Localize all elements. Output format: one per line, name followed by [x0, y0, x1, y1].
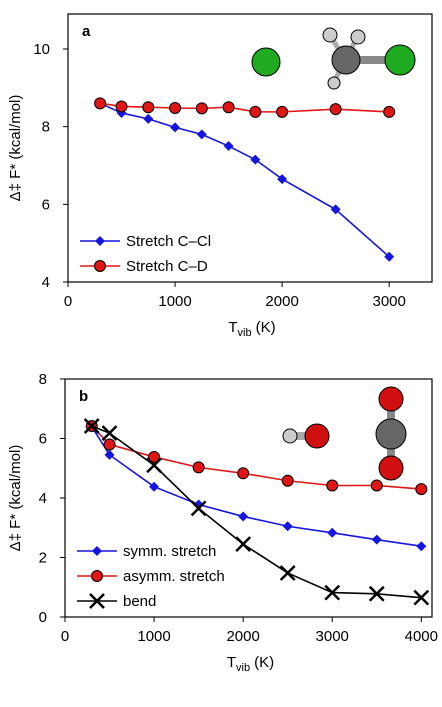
data-point — [416, 484, 427, 495]
data-point — [236, 537, 250, 551]
data-point — [196, 103, 207, 114]
panel-label: b — [79, 388, 88, 405]
data-point — [197, 129, 207, 139]
y-tick-label: 4 — [39, 490, 47, 507]
y-tick-label: 4 — [42, 274, 50, 291]
plot-frame — [65, 379, 432, 617]
data-point — [282, 475, 293, 486]
data-point — [384, 106, 395, 117]
molecule-a — [252, 28, 415, 89]
data-point — [149, 482, 159, 492]
data-point — [250, 106, 261, 117]
data-point — [105, 450, 115, 460]
panel-label: a — [82, 23, 91, 40]
x-label-sub: vib — [236, 662, 250, 674]
data-point — [372, 535, 382, 545]
y-tick-label: 6 — [39, 431, 47, 448]
x-tick-label: 0 — [64, 293, 72, 310]
data-point — [327, 528, 337, 538]
x-axis-label: Tvib (K) — [227, 654, 274, 674]
x-label-main: T — [228, 319, 237, 336]
data-point — [143, 102, 154, 113]
data-point — [223, 102, 234, 113]
y-tick-label: 8 — [42, 119, 50, 136]
plot-frame — [68, 14, 432, 282]
x-axis-label: Tvib (K) — [228, 319, 275, 339]
legend-marker — [95, 261, 106, 272]
data-point — [371, 480, 382, 491]
data-point — [170, 102, 181, 113]
data-point — [104, 439, 115, 450]
data-point — [283, 521, 293, 531]
x-tick-label: 1000 — [137, 628, 170, 645]
series-line — [92, 426, 422, 489]
data-point — [103, 426, 117, 440]
molecule-b — [283, 387, 406, 480]
x-label-unit: (K) — [256, 319, 276, 336]
x-tick-label: 2000 — [226, 628, 259, 645]
y-tick-label: 2 — [39, 550, 47, 567]
data-point — [224, 141, 234, 151]
data-point — [281, 566, 295, 580]
data-point — [116, 101, 127, 112]
legend-label: bend — [123, 593, 156, 610]
x-tick-label: 3000 — [372, 293, 405, 310]
x-tick-label: 0 — [61, 628, 69, 645]
x-label-main: T — [227, 654, 236, 671]
data-point — [277, 106, 288, 117]
legend-label: symm. stretch — [123, 543, 216, 560]
y-tick-label: 6 — [42, 196, 50, 213]
legend-marker — [92, 546, 102, 556]
legend-marker — [92, 571, 103, 582]
legend-marker — [95, 236, 105, 246]
y-tick-label: 8 — [39, 371, 47, 388]
x-tick-label: 3000 — [316, 628, 349, 645]
data-point — [238, 511, 248, 521]
data-point — [170, 122, 180, 132]
data-point — [416, 541, 426, 551]
data-point — [143, 114, 153, 124]
y-tick-label: 10 — [33, 41, 50, 58]
data-point — [330, 104, 341, 115]
data-point — [238, 468, 249, 479]
legend-label: Stretch C–Cl — [126, 233, 211, 250]
x-label-sub: vib — [238, 327, 252, 339]
data-point — [193, 462, 204, 473]
figure: a 0 1000 2000 3000 4 6 8 10 Tvib (K) Δ‡ F* (kcal/mo… — [0, 0, 442, 702]
y-axis-label: Δ‡ F* (kcal/mol) — [7, 445, 24, 552]
x-tick-label: 2000 — [265, 293, 298, 310]
x-tick-label: 4000 — [405, 628, 438, 645]
data-point — [327, 480, 338, 491]
legend-label: Stretch C–D — [126, 258, 208, 275]
legend-label: asymm. stretch — [123, 568, 225, 585]
y-axis-label: Δ‡ F* (kcal/mol) — [7, 95, 24, 202]
data-point — [95, 98, 106, 109]
x-tick-label: 1000 — [158, 293, 191, 310]
y-tick-label: 0 — [39, 609, 47, 626]
x-label-unit: (K) — [254, 654, 274, 671]
